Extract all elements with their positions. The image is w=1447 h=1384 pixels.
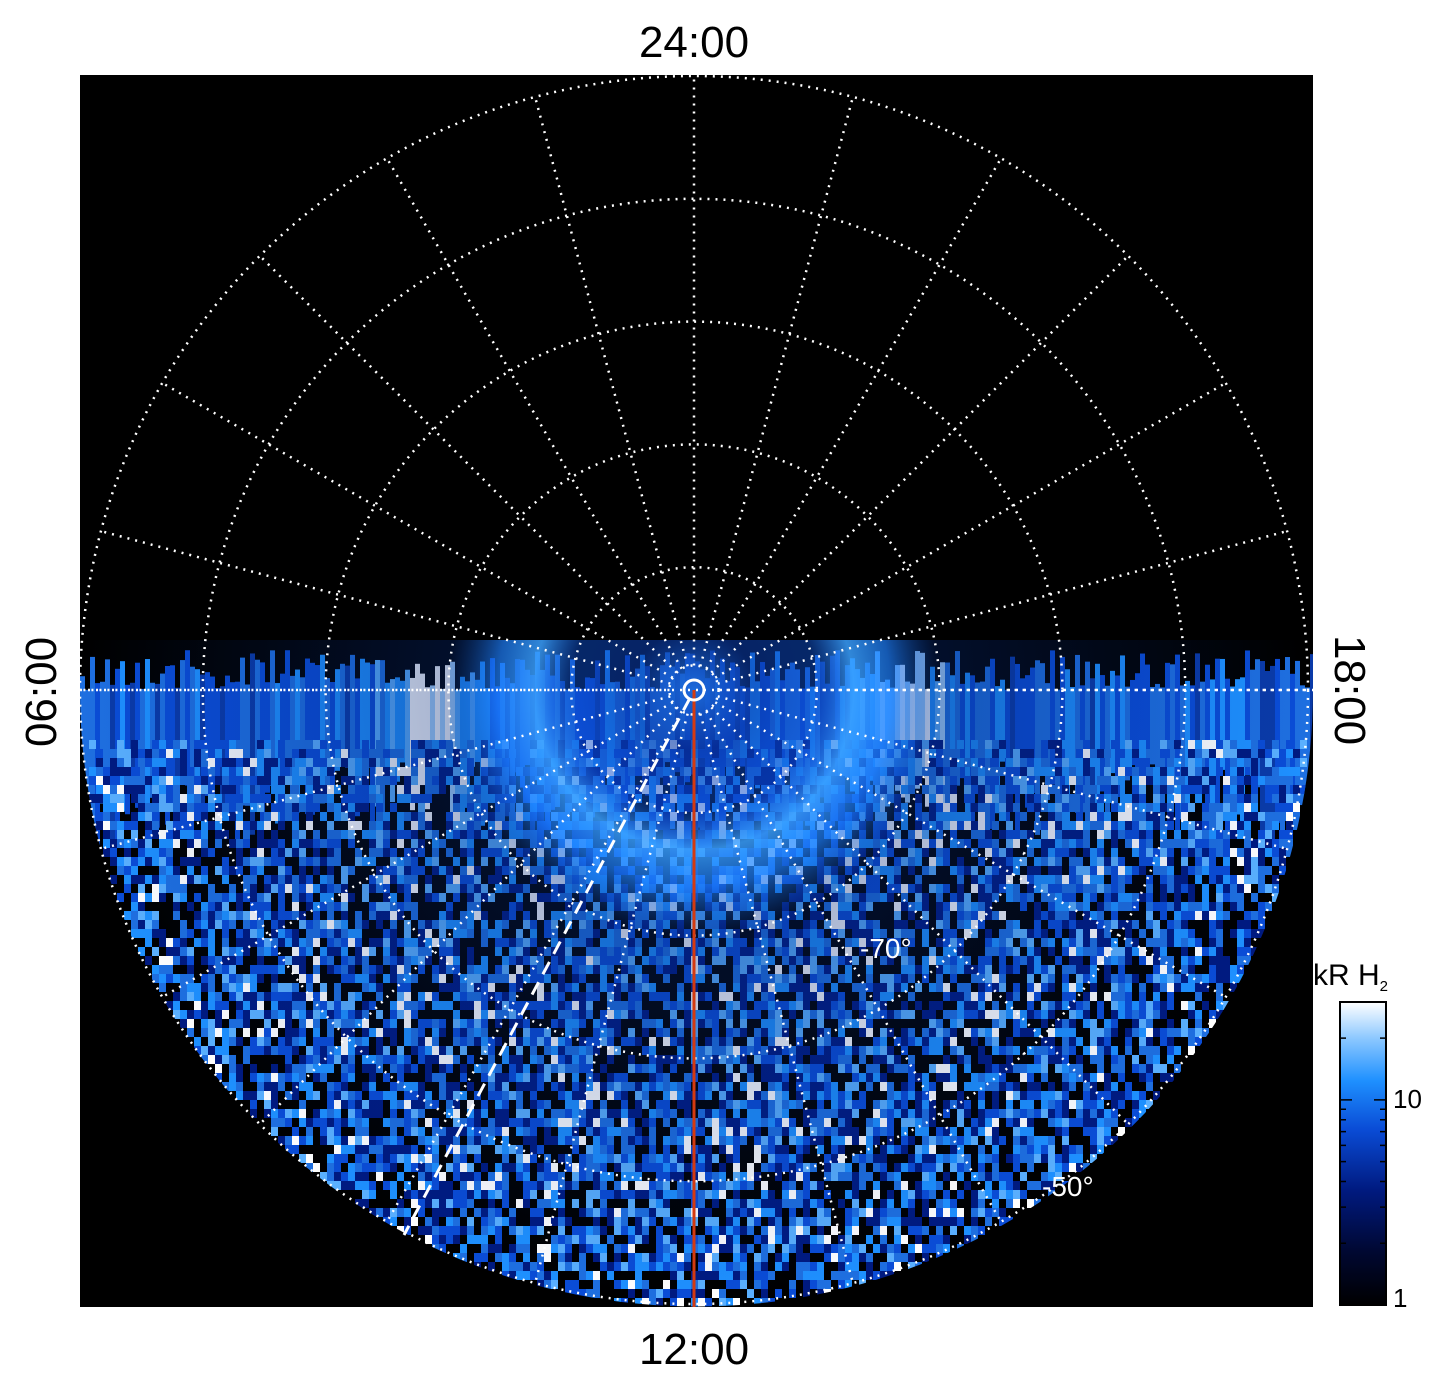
pole-marker — [682, 678, 706, 702]
lt-label-left: 06:00 — [17, 637, 66, 747]
colatitude-ring — [324, 320, 1064, 1060]
dashed-track-line — [402, 697, 692, 1236]
lat-label-50: -50° — [1042, 1171, 1094, 1202]
lt-label-right: 18:00 — [1325, 635, 1374, 745]
colorbar-gradient — [1339, 1001, 1387, 1306]
colorbar-tick-label-1: 1 — [1393, 1283, 1407, 1313]
colorbar-title: kR H2 — [1313, 959, 1388, 995]
colorbar-tick-label-10: 10 — [1393, 1084, 1422, 1114]
colorbar-title-sub: 2 — [1380, 978, 1388, 995]
lat-label-70: -70° — [860, 933, 912, 964]
lt-label-bottom: 12:00 — [639, 1325, 749, 1374]
colorbar-title-main: kR H — [1313, 959, 1380, 992]
lt-label-top: 24:00 — [639, 18, 749, 67]
colorbar: kR H2 10 1 — [1313, 959, 1422, 1313]
